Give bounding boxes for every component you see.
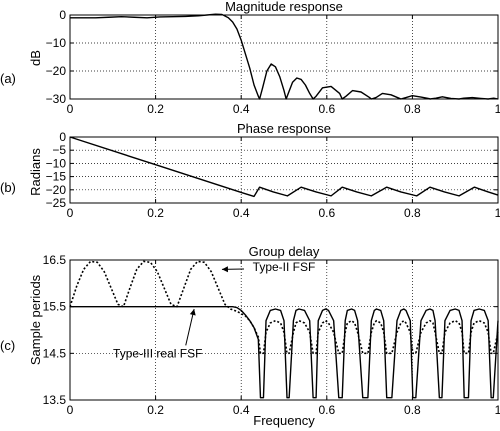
x-tick-label: 1 (495, 403, 500, 417)
x-tick-label: 0.4 (233, 206, 250, 220)
x-tick-label: 0.8 (404, 403, 421, 417)
y-axis-label: dB (28, 50, 43, 66)
axes-frame (69, 259, 499, 401)
annotation-label: Type-III real FSF (113, 346, 202, 360)
x-tick-label: 0.2 (147, 206, 164, 220)
annotation-arrow (185, 308, 195, 346)
panel-tag: (c) (0, 338, 15, 353)
y-tick-label: −10 (46, 156, 67, 170)
y-tick-label: 0 (59, 130, 66, 144)
plot-area: 0 0.2 0.4 0.6 0.8 1 0 −10 −20 −30 (46, 8, 500, 116)
y-tick-label: −25 (46, 196, 67, 210)
x-tick-label: 0 (67, 403, 74, 417)
x-tick-label: 0 (67, 206, 74, 220)
x-tick-label: 0.8 (404, 206, 421, 220)
panel-tag: (a) (0, 71, 16, 86)
panel-phase: 0 0.2 0.4 0.6 0.8 10−5−10−15−20−25 Phase resp… (0, 121, 500, 220)
series-line (70, 305, 499, 399)
axes-frame (69, 14, 499, 100)
x-tick-label: 0 (67, 102, 74, 116)
x-tick-label: 0.2 (147, 403, 164, 417)
panel-group-delay: 0 0.2 0.4 0.6 0.8 1 13.5 14.5 15.5 16.5 Type-II FS… (0, 244, 500, 428)
annotation-arrowhead (189, 309, 196, 316)
y-tick-label: −20 (46, 64, 67, 78)
y-tick-label: 15.5 (43, 300, 67, 314)
annotation-arrowhead (221, 266, 228, 273)
y-axis-label: Sample periods (28, 274, 43, 365)
y-tick-label: −10 (46, 36, 67, 50)
y-tick-label: 13.5 (43, 393, 67, 407)
panel-title: Group delay (249, 244, 320, 259)
annotation-label: Type-II FSF (253, 260, 316, 274)
x-tick-label: 1 (495, 102, 500, 116)
panel-magnitude: 0 0.2 0.4 0.6 0.8 1 0 −10 −20 −30 Magnitude respo… (0, 0, 500, 116)
panel-title: Magnitude response (225, 0, 343, 14)
x-tick-label: 0.2 (147, 102, 164, 116)
panel-title: Phase response (237, 121, 331, 136)
x-tick-label: 0.4 (233, 102, 250, 116)
panel-tag: (b) (0, 180, 16, 195)
x-tick-label: 0.6 (318, 102, 335, 116)
plot-area: 0 0.2 0.4 0.6 0.8 10−5−10−15−20−25 (46, 130, 500, 220)
x-tick-label: 0.6 (318, 403, 335, 417)
x-tick-label: 0.8 (404, 102, 421, 116)
plot-area: 0 0.2 0.4 0.6 0.8 1 13.5 14.5 15.5 16.5 Type-II FS… (43, 253, 500, 417)
y-tick-label: −20 (46, 183, 67, 197)
x-tick-label: 0.6 (318, 206, 335, 220)
y-tick-label: 0 (59, 8, 66, 22)
y-tick-label: −30 (46, 92, 67, 106)
axes-frame (69, 136, 499, 204)
y-axis-label: Radians (28, 148, 43, 196)
series-line (70, 13, 499, 100)
y-tick-label: −15 (46, 170, 67, 184)
series-line (69, 260, 499, 355)
x-tick-label: 0.4 (233, 403, 250, 417)
y-tick-label: −5 (52, 143, 66, 157)
y-tick-label: 14.5 (43, 346, 67, 360)
x-tick-label: 1 (495, 206, 500, 220)
y-tick-label: 16.5 (43, 253, 67, 267)
series-line (69, 136, 499, 198)
x-axis-label: Frequency (253, 413, 315, 428)
